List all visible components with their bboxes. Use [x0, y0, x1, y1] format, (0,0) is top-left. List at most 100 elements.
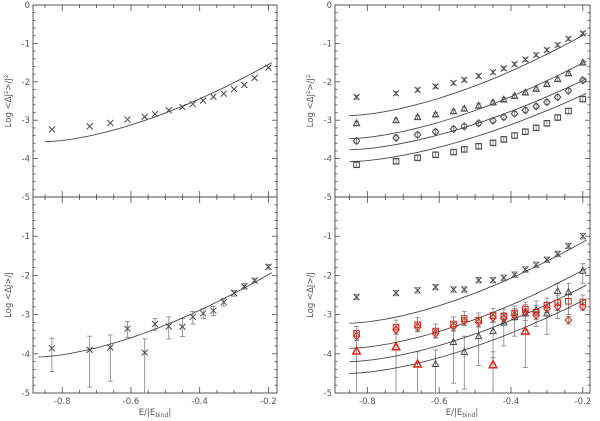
data-point-marker: [489, 312, 497, 319]
data-point-marker: [510, 109, 519, 118]
data-point-marker: [460, 317, 469, 326]
data-point-marker: [392, 115, 400, 124]
data-point-marker: [475, 316, 482, 324]
data-point-marker: [510, 91, 519, 100]
data-point-marker: [532, 84, 541, 92]
data-point-marker: [265, 263, 272, 271]
error-bars-dj-triangle-black: [433, 263, 586, 393]
y-tick-label: -1: [22, 39, 30, 49]
fitted-curves: [38, 272, 273, 358]
data-point-marker: [542, 79, 551, 88]
x-tick-label: -0.6: [123, 397, 140, 407]
data-point-marker: [431, 329, 440, 338]
data-point-marker: [353, 330, 360, 337]
error-bars-dj2-triangle: [354, 60, 586, 126]
x-axis-label: E/|Ebind|: [446, 408, 478, 419]
data-point-marker: [579, 298, 587, 306]
data-point-marker: [251, 277, 259, 284]
data-point-marker: [86, 122, 94, 130]
data-point-marker: [230, 289, 238, 297]
data-point-marker: [488, 359, 498, 369]
data-point-marker: [579, 95, 587, 103]
data-point-marker: [532, 261, 540, 269]
fit-curve: [349, 267, 587, 349]
data-point-marker: [578, 302, 587, 312]
data-point-marker: [165, 106, 173, 114]
data-point-marker: [432, 327, 439, 335]
y-axis-tick-labels: 0 -1 -2 -3 -4 -5: [324, 1, 332, 203]
data-point-marker: [392, 89, 400, 97]
series-dj-diamond-red: [352, 302, 587, 341]
data-point-marker: [522, 305, 529, 313]
data-point-marker: [499, 317, 508, 326]
series-dj2-diamond: [352, 76, 587, 146]
data-point-marker: [460, 315, 468, 322]
y-tick-label: -5: [324, 193, 332, 203]
series-dj-square-red: [353, 297, 587, 337]
data-point-marker: [460, 76, 468, 84]
data-point-marker: [449, 124, 458, 134]
data-point-marker: [353, 161, 360, 169]
data-point-marker: [521, 56, 529, 63]
data-point-marker: [230, 85, 238, 93]
data-point-marker: [392, 133, 400, 143]
fit-curve: [349, 239, 587, 324]
data-point-marker: [554, 250, 562, 258]
y-axis-label: Log <ΔJ>/J: [306, 272, 316, 318]
data-point-marker: [511, 271, 518, 278]
data-point-marker: [460, 122, 469, 131]
fit-curve: [349, 284, 587, 363]
x-tick-label: -0.8: [54, 397, 71, 407]
y-tick-label: -4: [324, 350, 332, 360]
data-point-marker: [431, 109, 440, 118]
plot-area: [38, 263, 273, 393]
data-point-marker: [578, 266, 587, 274]
data-point-marker: [500, 312, 508, 320]
data-point-marker: [210, 93, 217, 101]
data-point-marker: [521, 266, 529, 273]
data-point-marker: [553, 92, 562, 102]
axis-box: [32, 4, 278, 198]
y-axis-label: Log <ΔJ²>/J²: [306, 75, 316, 128]
data-point-marker: [500, 274, 508, 282]
data-point-marker: [48, 126, 56, 133]
data-point-marker: [124, 116, 131, 123]
data-point-marker: [353, 93, 360, 101]
data-point-marker: [511, 309, 518, 317]
data-point-marker: [199, 310, 207, 317]
axis-ticks: [33, 4, 277, 198]
data-point-marker: [353, 293, 360, 301]
y-tick-label: -3: [324, 116, 332, 126]
data-point-marker: [565, 242, 572, 250]
data-point-marker: [499, 314, 508, 323]
data-point-marker: [521, 88, 530, 96]
data-point-marker: [151, 110, 159, 118]
error-bars-dj-cross: [49, 264, 271, 393]
y-tick-label: -4: [324, 155, 332, 165]
data-point-marker: [352, 136, 361, 146]
data-point-marker: [499, 112, 508, 122]
data-point-marker: [554, 41, 562, 49]
y-axis-tick-labels: 0 -1 -2 -3 -4 -5: [22, 1, 30, 203]
fitted-curves: [349, 239, 587, 374]
series-dj2-cross: [353, 30, 587, 101]
data-point-marker: [450, 79, 457, 87]
error-bars-dj-cross-black: [354, 233, 586, 301]
fit-curve: [349, 298, 587, 374]
data-point-marker: [210, 307, 217, 315]
data-point-marker: [500, 136, 508, 143]
data-point-marker: [124, 325, 131, 333]
axis-ticks: [33, 196, 277, 394]
data-point-marker: [449, 106, 458, 115]
plot-area: [349, 232, 587, 393]
data-point-marker: [179, 323, 186, 331]
data-point-marker: [489, 276, 497, 284]
y-tick-label: -3: [324, 311, 332, 321]
data-point-marker: [553, 286, 562, 295]
data-point-marker: [578, 76, 587, 85]
data-point-marker: [579, 232, 587, 240]
data-point-marker: [240, 81, 248, 89]
data-point-marker: [189, 100, 197, 108]
data-point-marker: [543, 256, 551, 264]
